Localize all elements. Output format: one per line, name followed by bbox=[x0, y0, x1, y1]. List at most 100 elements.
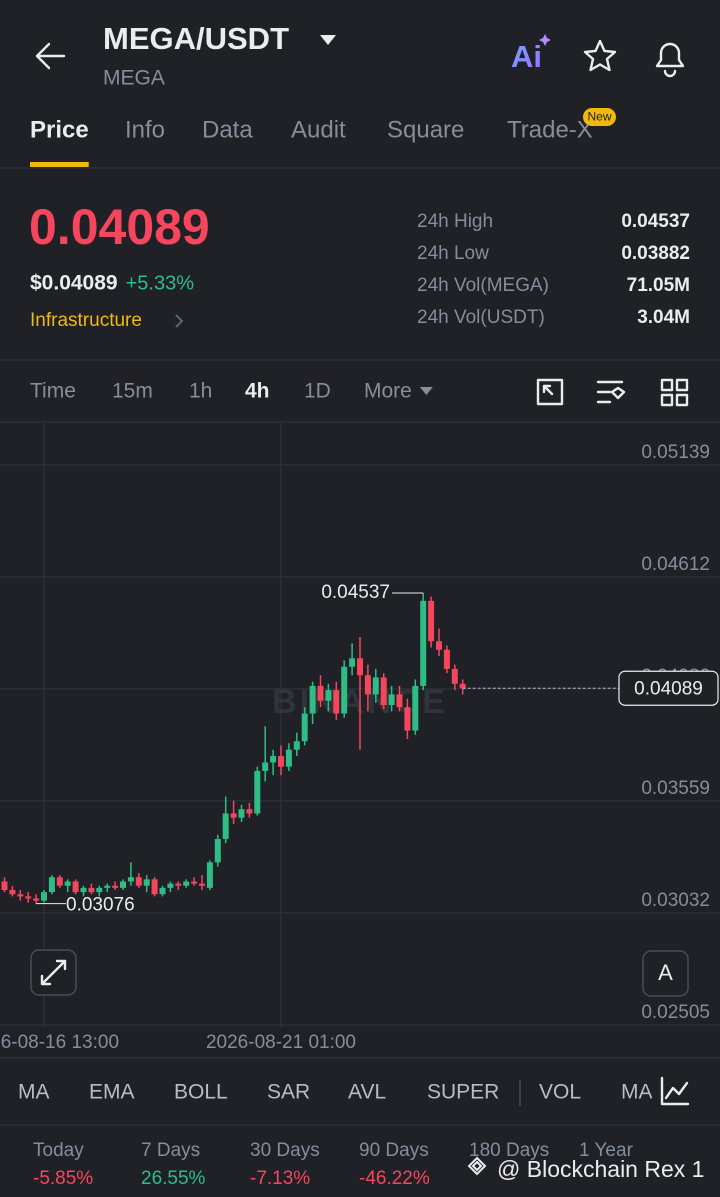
period-label[interactable]: 7 Days bbox=[141, 1140, 200, 1161]
tab[interactable]: Info bbox=[125, 116, 165, 143]
candle-body bbox=[380, 677, 387, 706]
interval[interactable]: 1h bbox=[189, 380, 212, 403]
indicator[interactable]: MA bbox=[621, 1081, 653, 1104]
tab[interactable]: Data bbox=[202, 116, 253, 143]
auto-scale-label: A bbox=[658, 960, 673, 985]
tool-icon[interactable] bbox=[536, 378, 564, 406]
pair-subtitle: MEGA bbox=[103, 67, 165, 90]
period-label[interactable]: 30 Days bbox=[250, 1140, 320, 1161]
y-tick-label: 0.03559 bbox=[641, 778, 710, 799]
indicator[interactable]: BOLL bbox=[174, 1081, 228, 1104]
fullscreen-button[interactable] bbox=[30, 949, 77, 996]
candle-body bbox=[64, 881, 71, 886]
candle-body bbox=[25, 896, 32, 899]
candle-body bbox=[412, 685, 419, 731]
candle-body bbox=[443, 649, 450, 669]
candle-body bbox=[388, 694, 395, 706]
last-price: 0.04089 bbox=[29, 199, 210, 255]
tool-icon[interactable] bbox=[660, 378, 689, 407]
indicator[interactable]: SUPER bbox=[427, 1081, 499, 1104]
indicator[interactable]: MA bbox=[18, 1081, 50, 1104]
candle-body bbox=[262, 762, 269, 771]
candle-body bbox=[1, 881, 8, 890]
indicator[interactable]: EMA bbox=[89, 1081, 135, 1104]
candle-body bbox=[404, 707, 411, 731]
sector: Infrastructure bbox=[30, 310, 142, 331]
usd-price: $0.04089 bbox=[30, 272, 118, 295]
tab[interactable]: Trade-X bbox=[507, 116, 593, 143]
candle-body bbox=[127, 877, 134, 882]
pair-title[interactable]: MEGA/USDT bbox=[103, 21, 289, 56]
candle-body bbox=[270, 756, 277, 763]
candle-body bbox=[199, 883, 205, 886]
period-value: 26.55% bbox=[141, 1168, 206, 1189]
alert-button[interactable] bbox=[655, 42, 685, 78]
watermark: @ Blockchain Rex 1 bbox=[467, 1156, 704, 1182]
candle-body bbox=[293, 741, 300, 750]
candle-body bbox=[309, 685, 316, 714]
last-price-box bbox=[618, 670, 719, 706]
favorite-button[interactable] bbox=[583, 39, 617, 72]
y-tick-label: 0.02505 bbox=[641, 1002, 710, 1023]
candle-body bbox=[143, 879, 150, 886]
indicator[interactable]: VOL bbox=[539, 1081, 581, 1104]
interval[interactable]: 15m bbox=[112, 380, 153, 403]
tab[interactable]: Audit bbox=[291, 116, 346, 143]
candle-body bbox=[451, 668, 458, 684]
candle-body bbox=[349, 658, 356, 667]
tool-icon[interactable] bbox=[596, 380, 626, 404]
period-value: -5.85% bbox=[33, 1168, 93, 1189]
stat-label: 24h Vol(USDT) bbox=[417, 307, 545, 328]
last-price-label: 0.04089 bbox=[634, 678, 703, 699]
indicator[interactable]: AVL bbox=[348, 1081, 386, 1104]
stat-value: 3.04M bbox=[637, 307, 690, 328]
intervals: Time 15m 1h 4h 1D More bbox=[30, 380, 433, 403]
interval[interactable]: 1D bbox=[304, 380, 331, 403]
back-button[interactable] bbox=[35, 42, 66, 70]
candle-body bbox=[56, 877, 63, 886]
interval[interactable]: More bbox=[364, 380, 412, 403]
tab[interactable]: Price bbox=[30, 116, 89, 143]
performance: Today -5.85% 7 Days 26.55% 30 Days -7.13% 90 D… bbox=[33, 1140, 634, 1189]
stat-label: 24h High bbox=[417, 211, 493, 232]
candle-body bbox=[357, 658, 363, 676]
candle-body bbox=[278, 756, 284, 767]
stat-value: 71.05M bbox=[627, 275, 690, 296]
period-value: -7.13% bbox=[250, 1168, 310, 1189]
stat-label: 24h Low bbox=[417, 243, 489, 264]
period-label[interactable]: 180 Days bbox=[469, 1140, 549, 1161]
period-label[interactable]: 1 Year bbox=[579, 1140, 634, 1161]
indicator[interactable]: SAR bbox=[267, 1081, 310, 1104]
price-chart: BINANCE 0.025050.030320.035590.040860.04… bbox=[0, 422, 720, 1053]
dropdown-caret bbox=[419, 387, 433, 395]
candle-body bbox=[80, 887, 87, 893]
x-tick-label: 2026-08-21 01:00 bbox=[206, 1032, 356, 1053]
ai-icon: Ai bbox=[511, 39, 542, 74]
pair-dropdown[interactable] bbox=[320, 35, 336, 45]
candle-body bbox=[214, 838, 221, 863]
candle-body bbox=[72, 881, 79, 893]
auto-scale-button[interactable]: A bbox=[642, 950, 689, 997]
high-label: 0.04537 bbox=[321, 582, 390, 603]
candle-body bbox=[112, 885, 119, 888]
y-tick-label: 0.05139 bbox=[641, 442, 710, 463]
sector-link[interactable]: Infrastructure bbox=[30, 310, 184, 331]
indicators: MA EMA BOLL SAR AVL SUPER VOL MA bbox=[18, 1081, 653, 1104]
indicator-settings[interactable] bbox=[660, 1076, 690, 1106]
candle-body bbox=[325, 690, 332, 701]
period-label[interactable]: 90 Days bbox=[359, 1140, 429, 1161]
period-label[interactable]: Today bbox=[33, 1140, 84, 1161]
interval[interactable]: Time bbox=[30, 380, 76, 403]
price-change: +5.33% bbox=[126, 272, 195, 294]
stat-value: 0.03882 bbox=[621, 243, 690, 264]
tab[interactable]: Square bbox=[387, 116, 464, 143]
y-tick-label: 0.04612 bbox=[641, 554, 710, 575]
candle-body bbox=[254, 770, 261, 814]
ai-button[interactable]: Ai bbox=[511, 34, 551, 74]
interval[interactable]: 4h bbox=[245, 380, 270, 403]
stat-value: 0.04537 bbox=[621, 211, 690, 232]
